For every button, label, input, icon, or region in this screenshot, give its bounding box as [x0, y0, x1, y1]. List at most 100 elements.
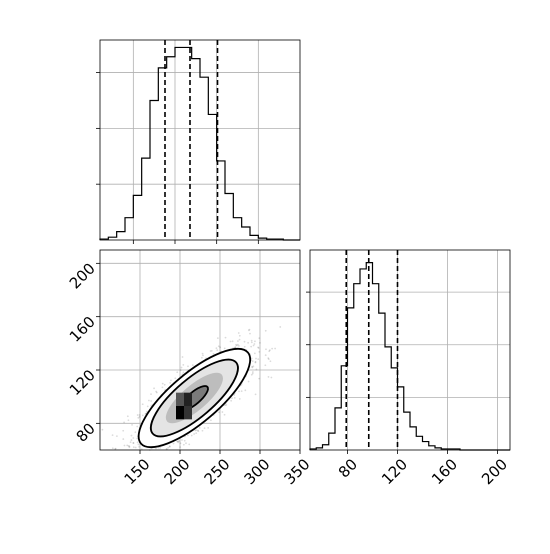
joint-ytick-label: 160 — [66, 313, 99, 346]
joint-scatter-point — [134, 431, 137, 434]
joint-scatter-point — [250, 373, 253, 376]
joint-scatter-point — [231, 397, 233, 400]
joint-scatter-point — [132, 442, 135, 444]
joint-scatter-point — [195, 429, 198, 432]
joint-scatter-point — [155, 447, 157, 450]
joint-scatter-point — [250, 357, 253, 360]
joint-scatter-point — [111, 434, 114, 437]
joint-scatter-point — [181, 439, 183, 441]
joint-scatter-point — [176, 440, 179, 443]
joint-scatter-point — [257, 347, 260, 349]
joint-scatter-point — [216, 349, 219, 352]
joint-scatter-point — [238, 338, 241, 341]
joint-scatter-point — [136, 441, 139, 444]
joint-scatter-point — [155, 390, 158, 393]
joint-scatter-point — [182, 363, 185, 366]
joint-scatter-point — [249, 332, 251, 335]
joint-scatter-point — [259, 341, 261, 344]
joint-scatter-point — [254, 393, 257, 396]
joint-scatter-point — [254, 361, 257, 364]
joint-scatter-point — [150, 400, 153, 402]
joint-scatter-point — [167, 446, 170, 449]
joint-density-peak-cell — [176, 406, 184, 420]
joint-scatter-point — [200, 356, 203, 359]
joint-scatter-point — [271, 347, 274, 350]
joint-scatter-point — [237, 343, 239, 346]
joint-scatter-point — [225, 403, 228, 406]
y-hist-frame — [309, 249, 511, 451]
joint-scatter-point — [137, 416, 140, 419]
joint-density-peak-cell — [176, 392, 184, 406]
joint-scatter-point — [132, 437, 135, 439]
joint-scatter-point — [209, 350, 212, 352]
joint-scatter-point — [224, 404, 227, 407]
y-hist-xtick-label: 160 — [428, 455, 461, 488]
joint-scatter-point — [197, 429, 199, 432]
joint-scatter-point — [237, 345, 240, 347]
joint-scatter-point — [179, 369, 182, 372]
joint-scatter-point — [136, 437, 139, 440]
joint-scatter-point — [137, 443, 140, 446]
joint-scatter-point — [129, 441, 132, 444]
joint-scatter-point — [267, 376, 270, 378]
joint-scatter-point — [269, 360, 272, 363]
joint-scatter-point — [155, 391, 158, 394]
joint-ytick-label: 80 — [73, 419, 99, 445]
joint-scatter-point — [188, 443, 191, 446]
joint-scatter-point — [237, 332, 240, 334]
joint-scatter-point — [177, 441, 180, 444]
joint-scatter-point — [237, 340, 239, 342]
joint-scatter-point — [127, 444, 130, 447]
joint-scatter-point — [187, 365, 189, 368]
joint-scatter-point — [138, 414, 141, 416]
joint-scatter-point — [161, 382, 164, 385]
joint-xtick-label: 300 — [241, 455, 274, 488]
joint-scatter-point — [174, 377, 177, 380]
joint-scatter-point — [268, 350, 271, 353]
joint-contour-outer — [137, 347, 252, 449]
joint-scatter-point — [114, 447, 117, 450]
joint-scatter-point — [136, 425, 139, 428]
joint-scatter-point — [218, 411, 220, 414]
joint-scatter-point — [247, 329, 250, 332]
joint-scatter-point — [132, 442, 135, 444]
joint-scatter-point — [201, 352, 204, 355]
joint-scatter-point — [202, 354, 204, 357]
joint-scatter-point — [182, 443, 185, 446]
x-hist-histogram-step — [99, 46, 300, 241]
joint-scatter-point — [221, 411, 224, 413]
joint-scatter-point — [170, 379, 172, 382]
joint-scatter-point — [179, 442, 182, 445]
joint-scatter-point — [212, 352, 215, 355]
joint-scatter-point — [254, 360, 257, 363]
joint-scatter-point — [207, 426, 210, 429]
joint-scatter-point — [144, 413, 147, 415]
joint-scatter-point — [146, 405, 149, 408]
joint-scatter-point — [138, 415, 141, 418]
joint-scatter-point — [130, 439, 133, 441]
joint-xtick-label: 250 — [201, 455, 234, 488]
joint-scatter-point — [198, 426, 201, 429]
joint-scatter-point — [178, 440, 180, 443]
joint-scatter-point — [264, 354, 267, 357]
joint-scatter-point — [128, 445, 131, 448]
joint-scatter-point — [201, 429, 204, 432]
joint-scatter-point — [251, 365, 253, 368]
joint-scatter-point — [138, 445, 140, 448]
joint-scatter-point — [234, 346, 237, 349]
joint-scatter-point — [210, 349, 213, 352]
joint-scatter-point — [168, 445, 171, 448]
joint-scatter-point — [238, 334, 241, 337]
joint-scatter-point — [240, 390, 243, 393]
joint-scatter-point — [181, 356, 184, 358]
joint-scatter-point — [255, 368, 258, 371]
joint-frame — [99, 249, 301, 451]
joint-scatter-point — [233, 397, 236, 399]
joint-ytick-label: 120 — [66, 366, 99, 399]
joint-density-peak-cell — [184, 392, 192, 406]
joint-xtick-label: 150 — [121, 455, 154, 488]
joint-scatter-point — [140, 448, 143, 451]
